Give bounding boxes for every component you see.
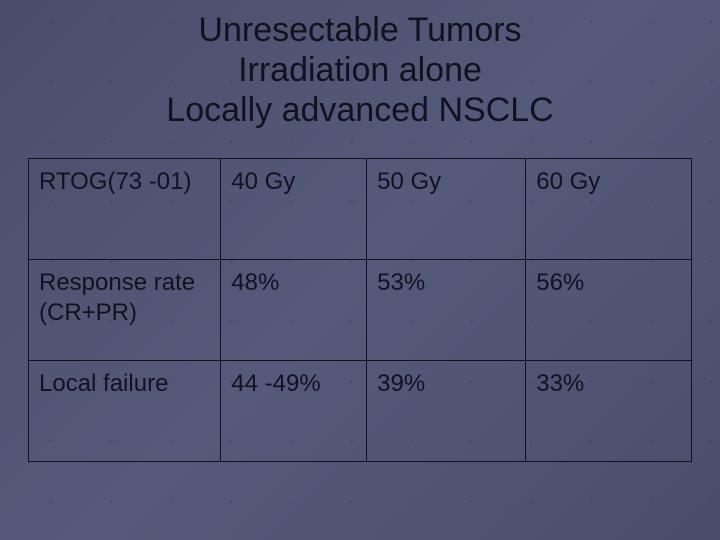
title-line-1: Unresectable Tumors [28,10,692,50]
table-cell: 40 Gy [221,159,367,260]
table-cell: 50 Gy [367,159,526,260]
title-line-2: Irradiation alone [28,50,692,90]
table-cell: RTOG(73 -01) [29,159,221,260]
table-cell: Response rate (CR+PR) [29,260,221,361]
data-table: RTOG(73 -01) 40 Gy 50 Gy 60 Gy Response … [28,158,692,462]
table-cell: Local failure [29,361,221,462]
table-row: Response rate (CR+PR) 48% 53% 56% [29,260,692,361]
table-cell: 44 -49% [221,361,367,462]
table-cell: 39% [367,361,526,462]
table-cell: 60 Gy [526,159,692,260]
table-row: Local failure 44 -49% 39% 33% [29,361,692,462]
table-cell: 48% [221,260,367,361]
slide: Unresectable Tumors Irradiation alone Lo… [0,0,720,540]
table-cell: 33% [526,361,692,462]
table-cell: 56% [526,260,692,361]
table-cell: 53% [367,260,526,361]
title-line-3: Locally advanced NSCLC [28,90,692,130]
slide-title: Unresectable Tumors Irradiation alone Lo… [28,10,692,130]
table-row: RTOG(73 -01) 40 Gy 50 Gy 60 Gy [29,159,692,260]
